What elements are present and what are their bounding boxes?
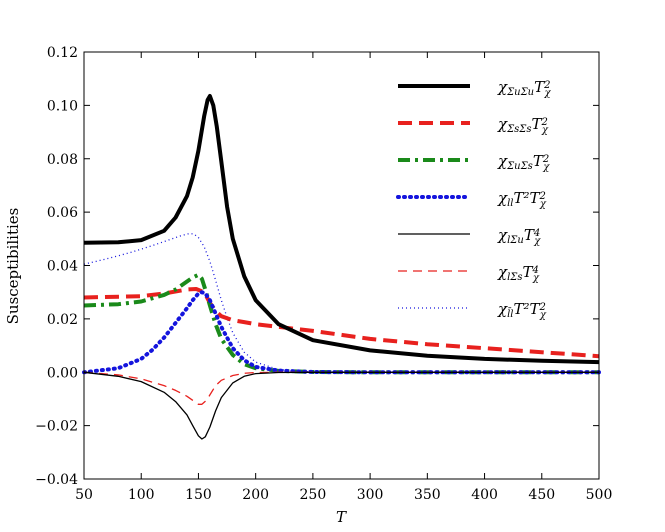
y-tick-label: 0.02 <box>47 312 78 328</box>
legend-label-6: χl̄lT²T2 χ <box>497 300 547 321</box>
y-tick-label: 0.08 <box>47 152 78 168</box>
legend-label-4: χlΣuT4 χ <box>497 226 541 247</box>
series-line-3 <box>82 290 601 375</box>
legend-label-1: χΣsΣsT2 χ <box>497 115 549 136</box>
x-tick-label: 150 <box>185 487 212 503</box>
legend-label-2: χΣuΣsT2 χ <box>497 152 550 173</box>
x-tick-label: 250 <box>300 487 327 503</box>
series-line-2 <box>83 272 599 375</box>
y-tick-label: 0.10 <box>47 98 78 114</box>
legend-label-5: χlΣsT4 χ <box>497 263 540 284</box>
series-line-4 <box>83 371 599 440</box>
x-tick-label: 200 <box>242 487 269 503</box>
y-tick-label: −0.04 <box>35 472 78 488</box>
legend-label-3: χllT²T2 χ <box>497 189 547 210</box>
x-tick-label: 450 <box>528 487 555 503</box>
series-line-0 <box>83 94 600 365</box>
plot-lines <box>82 94 601 440</box>
legend-label-0: χΣuΣuT2 χ <box>497 78 552 99</box>
x-tick-label: 50 <box>75 487 93 503</box>
y-tick-label: 0.04 <box>47 259 78 275</box>
x-tick-label: 100 <box>128 487 155 503</box>
axis-tick-labels: 50 100 150 200 250 300 350 400 450 500 −0.04 −0.02 0… <box>35 45 612 503</box>
x-tick-label: 400 <box>471 487 498 503</box>
axis-ticks <box>83 51 600 480</box>
y-tick-label: 0.06 <box>47 205 78 221</box>
y-tick-label: 0.00 <box>47 365 78 381</box>
series-line-5 <box>83 371 599 405</box>
y-axis-label: Susceptibilities <box>4 208 22 325</box>
x-axis-label: T <box>336 508 347 526</box>
x-tick-label: 350 <box>414 487 441 503</box>
y-tick-label: 0.12 <box>47 45 78 61</box>
legend: χΣuΣuT2 χ χΣsΣsT2 χ χΣuΣsT2 χ χllT²T2 χ χlΣuT4 χ χ… <box>396 78 552 321</box>
y-tick-label: −0.02 <box>35 419 78 435</box>
series-line-1 <box>83 287 600 359</box>
x-tick-label: 500 <box>586 487 613 503</box>
x-tick-label: 300 <box>357 487 384 503</box>
